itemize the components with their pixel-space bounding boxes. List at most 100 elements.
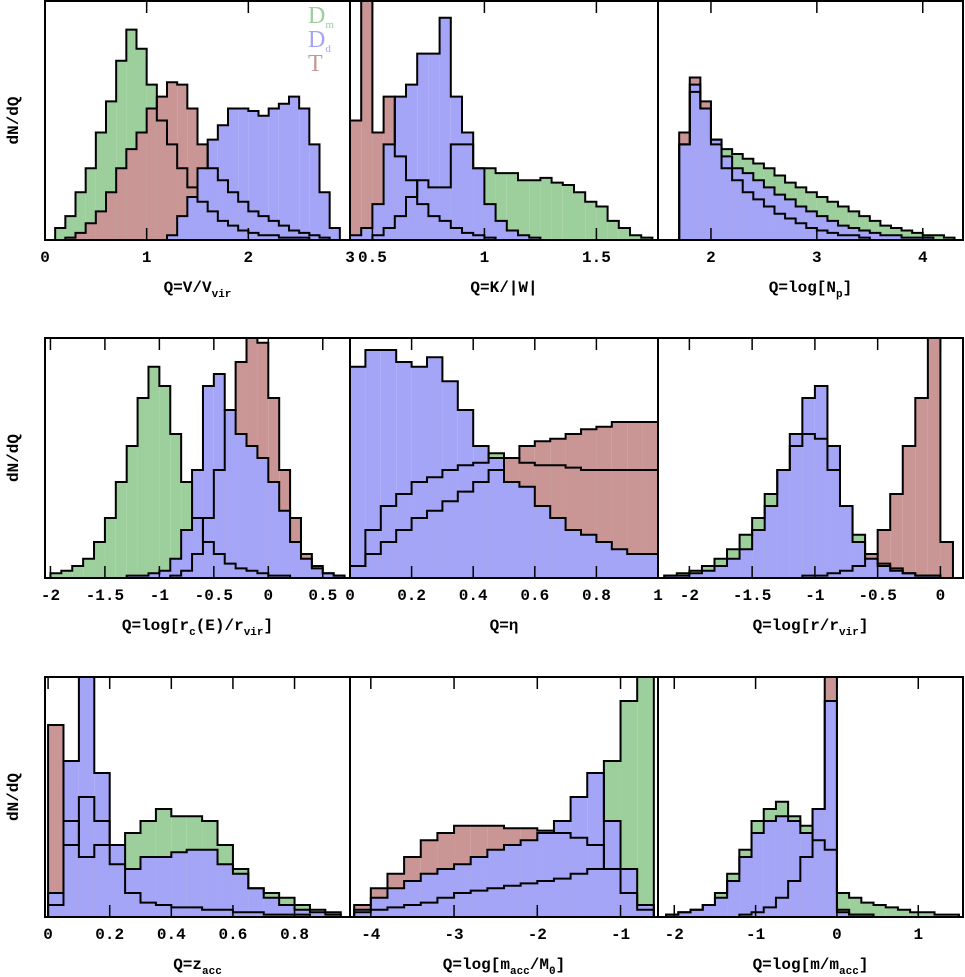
histogram-bar [849, 897, 862, 917]
histogram-bar [849, 914, 862, 917]
x-tick-label: -1 [611, 926, 630, 944]
histogram-bar [159, 386, 171, 578]
x-tick-label: 0.5 [308, 587, 337, 605]
histogram-bar [838, 206, 849, 240]
histogram-bar [487, 849, 504, 917]
x-tick-label: 0.2 [397, 587, 426, 605]
step-outline [353, 824, 655, 917]
histogram-bar [309, 144, 320, 240]
histogram-bar [785, 199, 796, 240]
histogram-bar [940, 542, 953, 578]
histogram-bar [156, 96, 167, 240]
histogram-bar [702, 905, 715, 917]
histogram-bar [85, 223, 96, 240]
histogram-bar [202, 849, 218, 917]
histogram-bar [404, 881, 421, 917]
step-outline [47, 796, 342, 917]
subscript: vir [839, 627, 859, 639]
histogram-bar [370, 897, 388, 917]
histogram-bar [75, 232, 86, 240]
histogram-bar [354, 909, 371, 917]
histogram-bar [727, 881, 740, 917]
panel: -4 -3 -2 -1 Q=log[macc/M0] [349, 676, 659, 977]
label-part: Q=η [490, 617, 519, 635]
histogram-bar [488, 458, 504, 578]
histogram-bar [137, 398, 149, 578]
histogram-bar [224, 410, 236, 578]
histogram-bar [420, 873, 438, 917]
histogram-bar [827, 446, 840, 578]
histogram-bar [442, 381, 458, 578]
histogram-bar [611, 422, 628, 578]
histogram-bar [181, 530, 193, 578]
step-outline [349, 452, 659, 578]
subscript: vir [244, 627, 264, 639]
histogram-bar [75, 192, 86, 240]
histogram-bar [48, 725, 64, 917]
x-tick-label: 0.8 [280, 926, 309, 944]
histogram-bar [333, 575, 345, 578]
histogram-bar [217, 864, 233, 917]
step-outline [349, 421, 659, 578]
histogram-bar [897, 909, 911, 917]
histogram-bar [309, 912, 326, 917]
x-tick-label: -0.5 [858, 587, 896, 605]
histogram-bar [642, 554, 658, 578]
histogram-bar [417, 53, 429, 240]
histogram-bar [581, 534, 597, 578]
histogram-bar [213, 374, 225, 578]
subscript: p [836, 289, 843, 301]
histogram-bar [890, 494, 903, 578]
x-axis-label: Q=η [490, 617, 519, 635]
panel: 0.5 1 1.5 Q=K/|W| [349, 0, 659, 297]
x-tick-label: 4 [918, 249, 928, 267]
x-tick-label: 0 [832, 926, 842, 944]
histogram-bar [106, 101, 117, 240]
label-part: Q=log[r/r [753, 617, 839, 635]
histogram-bar [290, 542, 301, 578]
histogram-bar [637, 677, 654, 917]
histogram-bar [812, 809, 825, 917]
histogram-bar [861, 902, 874, 917]
histogram-bar [278, 103, 289, 241]
y-axis-label: dN/dQ [5, 96, 23, 144]
histogram-bar [922, 237, 934, 240]
histogram-bar [506, 230, 518, 240]
x-tick-label: -1 [805, 587, 824, 605]
panel: -2 -1.5 -1 -0.5 0 Q=log[r/rvir] [657, 337, 964, 639]
histogram-bar [848, 211, 860, 240]
label-part: T [308, 51, 323, 77]
x-tick-label: 0 [43, 926, 53, 944]
histogram-bar [454, 864, 471, 917]
histogram-bar [450, 96, 462, 240]
histogram-bar [877, 566, 891, 578]
histogram-bar [325, 914, 341, 917]
x-tick-label: 0.4 [157, 926, 186, 944]
histogram-bar [126, 446, 138, 578]
histogram-bar [775, 816, 789, 917]
histogram-bar [520, 840, 538, 917]
histogram-bar [300, 558, 312, 578]
label-part: D [308, 3, 325, 29]
x-axis-label: Q=log[r/rvir] [753, 617, 869, 639]
histogram-bar [901, 237, 913, 240]
histogram-bar [428, 53, 440, 240]
step-outline [54, 28, 340, 241]
x-tick-label: 1 [653, 587, 663, 605]
histogram-bar [774, 194, 786, 240]
histogram-bar [848, 228, 860, 240]
histogram-bar [890, 228, 902, 240]
histogram-bar [710, 139, 722, 240]
panel-frame [657, 337, 964, 579]
histogram-bar [350, 366, 366, 578]
histogram-bar [678, 912, 691, 917]
x-tick-label: -2 [680, 587, 699, 605]
x-tick-label: 1 [913, 926, 923, 944]
histogram-bar [263, 897, 280, 917]
x-tick-label: 1 [142, 249, 152, 267]
histogram-bar [607, 220, 619, 240]
label-part: Q=V/V [164, 279, 212, 297]
histogram-bar [922, 912, 935, 917]
histogram-bar [167, 235, 178, 240]
